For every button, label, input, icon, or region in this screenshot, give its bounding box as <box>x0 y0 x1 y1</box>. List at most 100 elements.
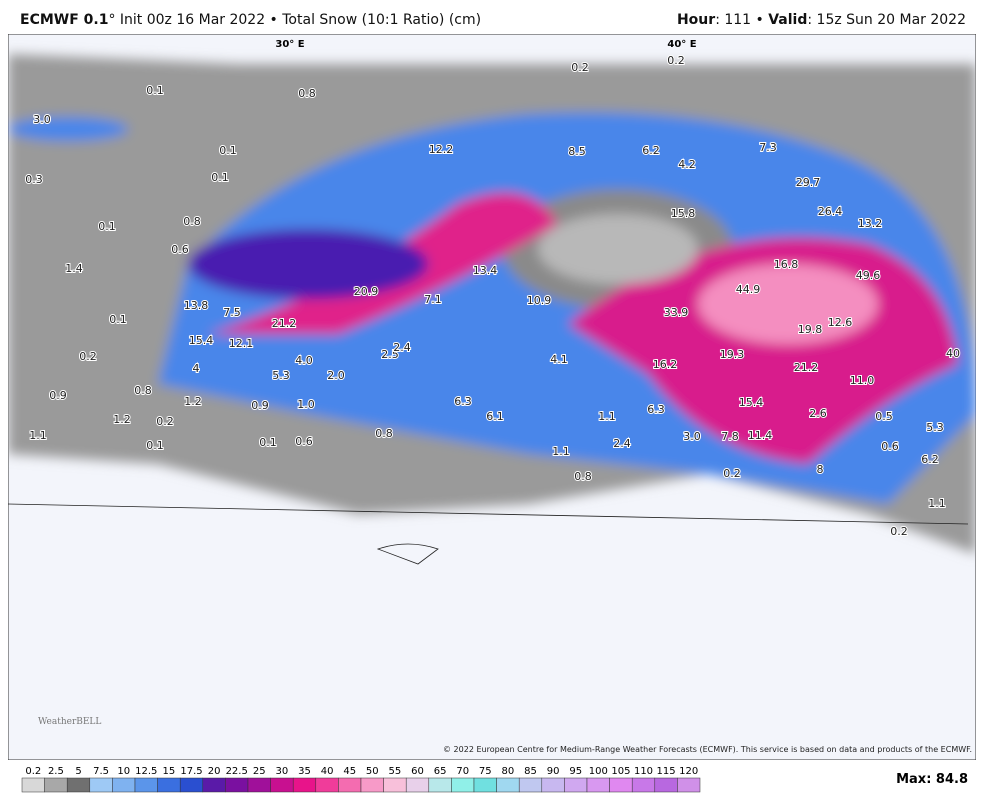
value-label: 20.9 <box>354 285 379 298</box>
colorbar-swatch <box>225 777 249 793</box>
value-label: 7.3 <box>759 141 777 154</box>
colorbar-tick-label: 35 <box>298 766 311 777</box>
value-label: 0.1 <box>259 436 277 449</box>
value-label: 2.6 <box>809 407 827 420</box>
value-label: 0.5 <box>875 410 893 423</box>
value-label: 0.8 <box>134 384 152 397</box>
lon-label: 40° E <box>667 39 696 50</box>
colorbar-tick-label: 90 <box>547 766 560 777</box>
value-label: 15.4 <box>739 396 764 409</box>
value-label: 0.9 <box>49 389 67 402</box>
value-label: 13.2 <box>858 217 883 230</box>
value-label: 2.5 <box>381 348 399 361</box>
value-label: 0.2 <box>79 350 97 363</box>
value-label: 13.4 <box>473 264 498 277</box>
lon-label: 30° E <box>275 39 304 50</box>
value-label: 0.6 <box>881 440 899 453</box>
colorbar-swatch <box>247 777 271 793</box>
colorbar-swatch <box>112 777 136 793</box>
borders <box>8 503 969 565</box>
value-label: 1.2 <box>113 413 131 426</box>
hour-label: Hour <box>676 12 716 28</box>
value-label: 8 <box>817 463 824 476</box>
value-label: 1.1 <box>552 445 570 458</box>
max-label: Max <box>896 772 927 787</box>
colorbar-swatch <box>338 777 362 793</box>
value-label: 8.5 <box>568 145 586 158</box>
degree: ° <box>108 12 116 28</box>
colorbar-tick-label: 120 <box>679 766 698 777</box>
value-label: 0.8 <box>375 427 393 440</box>
value-label: 21.2 <box>272 317 297 330</box>
value-label: 7.5 <box>223 306 241 319</box>
colorbar-tick-label: 65 <box>434 766 447 777</box>
value-label: 3.0 <box>33 113 51 126</box>
colorbar-swatch <box>631 777 656 793</box>
value-label: 49.6 <box>856 269 881 282</box>
value-label: 1.1 <box>29 429 47 442</box>
value-label: 19.3 <box>720 348 745 361</box>
title: ECMWF 0.1° Init 00z 16 Mar 2022 • Total … <box>20 12 481 28</box>
value-label: 4.1 <box>550 353 568 366</box>
colorbar-tick-label: 85 <box>524 766 537 777</box>
value-label: 6.3 <box>454 395 472 408</box>
value-label: 4 <box>193 362 200 375</box>
value-label: 0.2 <box>890 525 908 538</box>
valid-label: Valid <box>768 12 808 28</box>
map: WeatherBELL © 2022 European Centre for M… <box>8 34 976 760</box>
value-label: 1.2 <box>184 395 202 408</box>
value-label: 0.1 <box>109 313 127 326</box>
value-label: 2.0 <box>327 369 345 382</box>
value-label: 2.4 <box>393 341 411 354</box>
valid-time: Hour: 111 • Valid: 15z Sun 20 Mar 2022 <box>677 12 966 28</box>
copyright: © 2022 European Centre for Medium-Range … <box>443 745 972 754</box>
colorbar-tick-label: 7.5 <box>93 766 109 777</box>
colorbar-tick-label: 115 <box>657 766 676 777</box>
value-label: 5.3 <box>272 369 290 382</box>
snow-field <box>8 54 976 554</box>
value-label: 26.4 <box>818 205 843 218</box>
hour: : 111 • <box>715 12 769 28</box>
colorbar-swatch <box>383 777 407 793</box>
value-label: 6.2 <box>642 144 660 157</box>
colorbar-swatch <box>44 777 68 793</box>
value-label: 40 <box>946 347 960 360</box>
colorbar-swatch <box>654 777 678 793</box>
colorbar-tick-label: 15 <box>163 766 176 777</box>
value-label: 4.2 <box>678 158 696 171</box>
value-label: 7.1 <box>424 293 442 306</box>
max: Max: 84.8 <box>896 772 968 787</box>
colorbar-tick-label: 75 <box>479 766 492 777</box>
colorbar-tick-label: 60 <box>411 766 424 777</box>
value-label: 0.6 <box>171 243 189 256</box>
colorbar-swatch <box>609 777 633 793</box>
value-label: 6.3 <box>647 403 665 416</box>
colorbar-swatch <box>157 777 181 793</box>
colorbar-tick-label: 2.5 <box>48 766 64 777</box>
colorbar-tick-label: 100 <box>589 766 608 777</box>
colorbar-swatch <box>360 777 384 793</box>
colorbar-tick-label: 50 <box>366 766 379 777</box>
colorbar-tick-label: 80 <box>502 766 515 777</box>
colorbar-swatch <box>541 777 565 793</box>
colorbar-swatch <box>451 777 475 793</box>
colorbar-tick-label: 5 <box>75 766 81 777</box>
max-value: 84.8 <box>935 772 968 787</box>
colorbar-tick-label: 30 <box>276 766 289 777</box>
colorbar-tick-label: 12.5 <box>135 766 157 777</box>
value-label: 0.2 <box>156 415 174 428</box>
colorbar-tick-label: 55 <box>389 766 402 777</box>
colorbar-tick-label: 40 <box>321 766 334 777</box>
colorbar-swatch <box>89 777 113 793</box>
colorbar-tick-label: 20 <box>208 766 221 777</box>
init: Init 00z 16 Mar 2022 • Total Snow (10:1 … <box>115 12 482 28</box>
colorbar-swatch <box>134 777 158 793</box>
colorbar-tick-label: 45 <box>343 766 356 777</box>
value-label: 0.3 <box>25 173 43 186</box>
colorbar: 0.2 2.5 5 7.5 10 12.5 15 17.5 20 22.5 25 30 35 40 45 50… <box>21 766 701 793</box>
colorbar-swatch <box>564 777 588 793</box>
value-label: 15.8 <box>671 207 696 220</box>
value-label: 33.9 <box>664 306 689 319</box>
colorbar-tick-label: 0.2 <box>25 766 41 777</box>
